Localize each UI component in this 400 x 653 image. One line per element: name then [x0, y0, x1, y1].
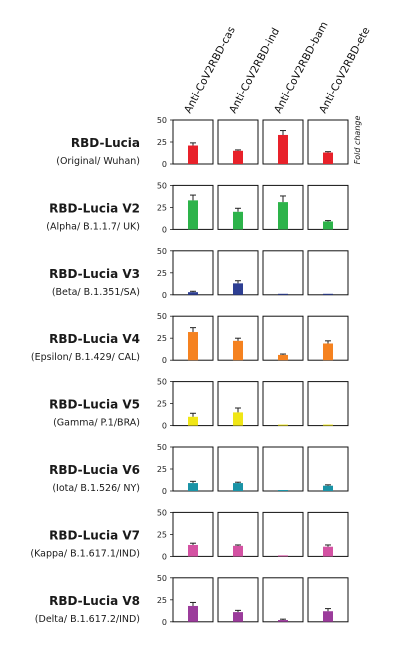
bar	[278, 490, 288, 491]
row-subtitle: (Original/ Wuhan)	[56, 156, 140, 167]
bar	[278, 354, 288, 361]
column-header: Anti-CoV2RBD-ind	[227, 26, 282, 115]
bar	[233, 283, 243, 295]
y-tick-label: 25	[157, 596, 167, 605]
bar	[188, 605, 198, 622]
bar	[188, 200, 198, 230]
y-tick-label: 50	[157, 312, 167, 321]
y-tick-label: 50	[157, 247, 167, 256]
bar	[323, 611, 333, 622]
variant-row: RBD-Lucia V4 (Epsilon/ B.1.429/ CAL) 0 25 50	[31, 312, 349, 365]
bar	[323, 424, 333, 426]
panel-frame	[262, 511, 304, 557]
panel-frame	[307, 250, 349, 296]
y-tick-label: 25	[157, 138, 167, 147]
panel-frame	[262, 446, 304, 492]
bar	[233, 612, 243, 622]
variant-row: RBD-Lucia V7 (Kappa/ B.1.617.1/IND) 0 25 50	[30, 508, 349, 561]
bar	[188, 483, 198, 491]
row-title: RBD-Lucia V6	[49, 463, 140, 477]
bar	[323, 221, 333, 230]
bar	[278, 424, 288, 426]
y-tick-label: 25	[157, 269, 167, 278]
panel-frame	[172, 381, 214, 427]
variant-row: RBD-Lucia V6 (Iota/ B.1.526/ NY) 0 25 50	[49, 443, 349, 496]
panel-frame	[307, 381, 349, 427]
y-tick-label: 25	[157, 334, 167, 343]
row-subtitle: (Alpha/ B.1.1.7/ UK)	[46, 221, 140, 232]
panel-frame	[262, 250, 304, 296]
row-subtitle: (Delta/ B.1.617.2/IND)	[35, 614, 140, 625]
panel-frame	[307, 511, 349, 557]
bar	[278, 202, 288, 230]
y-tick-label: 50	[157, 378, 167, 387]
bar	[233, 340, 243, 361]
bar	[188, 292, 198, 295]
column-header: Anti-CoV2RBD-cas	[182, 25, 238, 116]
row-title: RBD-Lucia V3	[49, 267, 140, 281]
y-tick-label: 0	[162, 160, 167, 169]
bar	[323, 485, 333, 491]
row-subtitle: (Epsilon/ B.1.429/ CAL)	[31, 352, 140, 363]
variant-row: RBD-Lucia V3 (Beta/ B.1.351/SA) 0 25 50	[49, 247, 349, 300]
row-title: RBD-Lucia	[71, 136, 140, 150]
panel-frame	[262, 381, 304, 427]
y-tick-label: 0	[162, 618, 167, 627]
bar	[278, 620, 288, 622]
row-title: RBD-Lucia V2	[49, 201, 140, 215]
bar	[233, 150, 243, 164]
y-tick-label: 50	[157, 508, 167, 517]
y-tick-label: 25	[157, 203, 167, 212]
panel-frame	[262, 577, 304, 623]
row-title: RBD-Lucia V7	[49, 528, 140, 542]
y-tick-label: 50	[157, 574, 167, 583]
row-subtitle: (Kappa/ B.1.617.1/IND)	[30, 548, 140, 559]
bar	[323, 293, 333, 295]
panel-frame	[172, 250, 214, 296]
bar	[323, 343, 333, 361]
y-tick-label: 0	[162, 356, 167, 365]
bar	[188, 332, 198, 361]
row-title: RBD-Lucia V8	[49, 594, 140, 608]
variant-row: RBD-Lucia V8 (Delta/ B.1.617.2/IND) 0 25 50	[35, 574, 349, 627]
y-tick-label: 50	[157, 116, 167, 125]
bar	[233, 545, 243, 557]
bar	[278, 293, 288, 295]
y-tick-label: 50	[157, 443, 167, 452]
y-tick-label: 0	[162, 225, 167, 234]
bar	[188, 544, 198, 557]
column-header: Anti-CoV2RBD-ete	[317, 25, 373, 115]
variant-row: RBD-Lucia V2 (Alpha/ B.1.1.7/ UK) 0 25 50	[46, 181, 349, 234]
y-tick-label: 0	[162, 552, 167, 561]
y-tick-label: 0	[162, 422, 167, 431]
row-title: RBD-Lucia V5	[49, 398, 140, 412]
y-axis-label: Fold change	[353, 116, 362, 165]
bar	[233, 412, 243, 426]
y-tick-label: 25	[157, 465, 167, 474]
variant-row: RBD-Lucia V5 (Gamma/ P.1/BRA) 0 25 50	[49, 378, 349, 431]
y-tick-label: 50	[157, 181, 167, 190]
y-tick-label: 25	[157, 530, 167, 539]
bar	[233, 483, 243, 491]
bar	[323, 152, 333, 164]
row-subtitle: (Gamma/ P.1/BRA)	[53, 418, 140, 429]
chart-rows: RBD-Lucia(Original/ Wuhan) 02550RBD-Lucia…	[30, 116, 349, 627]
row-subtitle: (Iota/ B.1.526/ NY)	[52, 483, 140, 494]
bar	[278, 134, 288, 164]
bar	[233, 211, 243, 230]
y-tick-label: 25	[157, 400, 167, 409]
bar	[323, 546, 333, 557]
row-title: RBD-Lucia V4	[49, 332, 140, 346]
bar	[278, 555, 288, 557]
y-tick-label: 0	[162, 487, 167, 496]
y-tick-label: 0	[162, 291, 167, 300]
row-subtitle: (Beta/ B.1.351/SA)	[52, 287, 140, 298]
bar	[188, 416, 198, 426]
bar	[188, 145, 198, 164]
variant-row: RBD-Lucia (Original/ Wuhan) 0 25 50	[56, 116, 349, 169]
